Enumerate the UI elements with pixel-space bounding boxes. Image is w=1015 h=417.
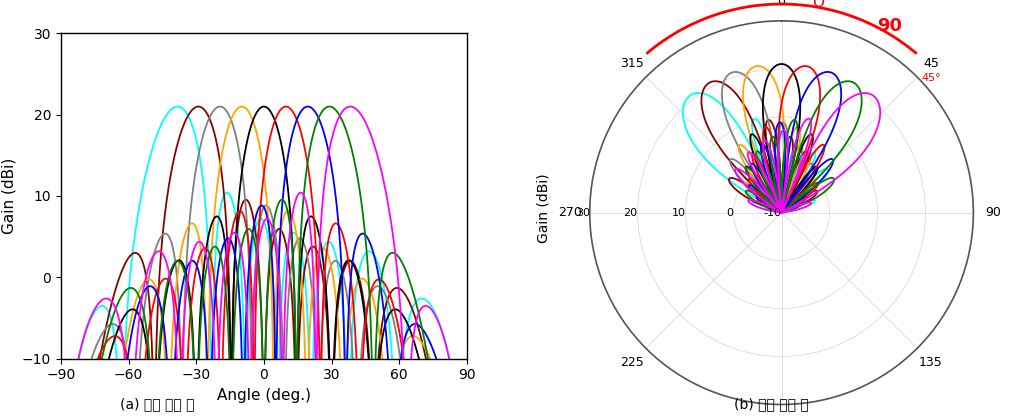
Text: Gain (dBi): Gain (dBi) <box>536 174 550 243</box>
Text: O: O <box>813 0 824 10</box>
Text: 30: 30 <box>576 208 590 218</box>
Y-axis label: Gain (dBi): Gain (dBi) <box>1 158 16 234</box>
Text: 10: 10 <box>672 208 686 218</box>
Text: 0: 0 <box>727 208 734 218</box>
Text: 45°: 45° <box>922 73 941 83</box>
Text: 20: 20 <box>623 208 637 218</box>
Text: -10: -10 <box>763 208 782 218</box>
X-axis label: Angle (deg.): Angle (deg.) <box>217 388 311 403</box>
Text: 90: 90 <box>877 17 902 35</box>
Text: (a) 측엽 제어 전: (a) 측엽 제어 전 <box>120 398 195 412</box>
Text: (b) 측엽 제어 후: (b) 측엽 제어 후 <box>734 398 809 412</box>
